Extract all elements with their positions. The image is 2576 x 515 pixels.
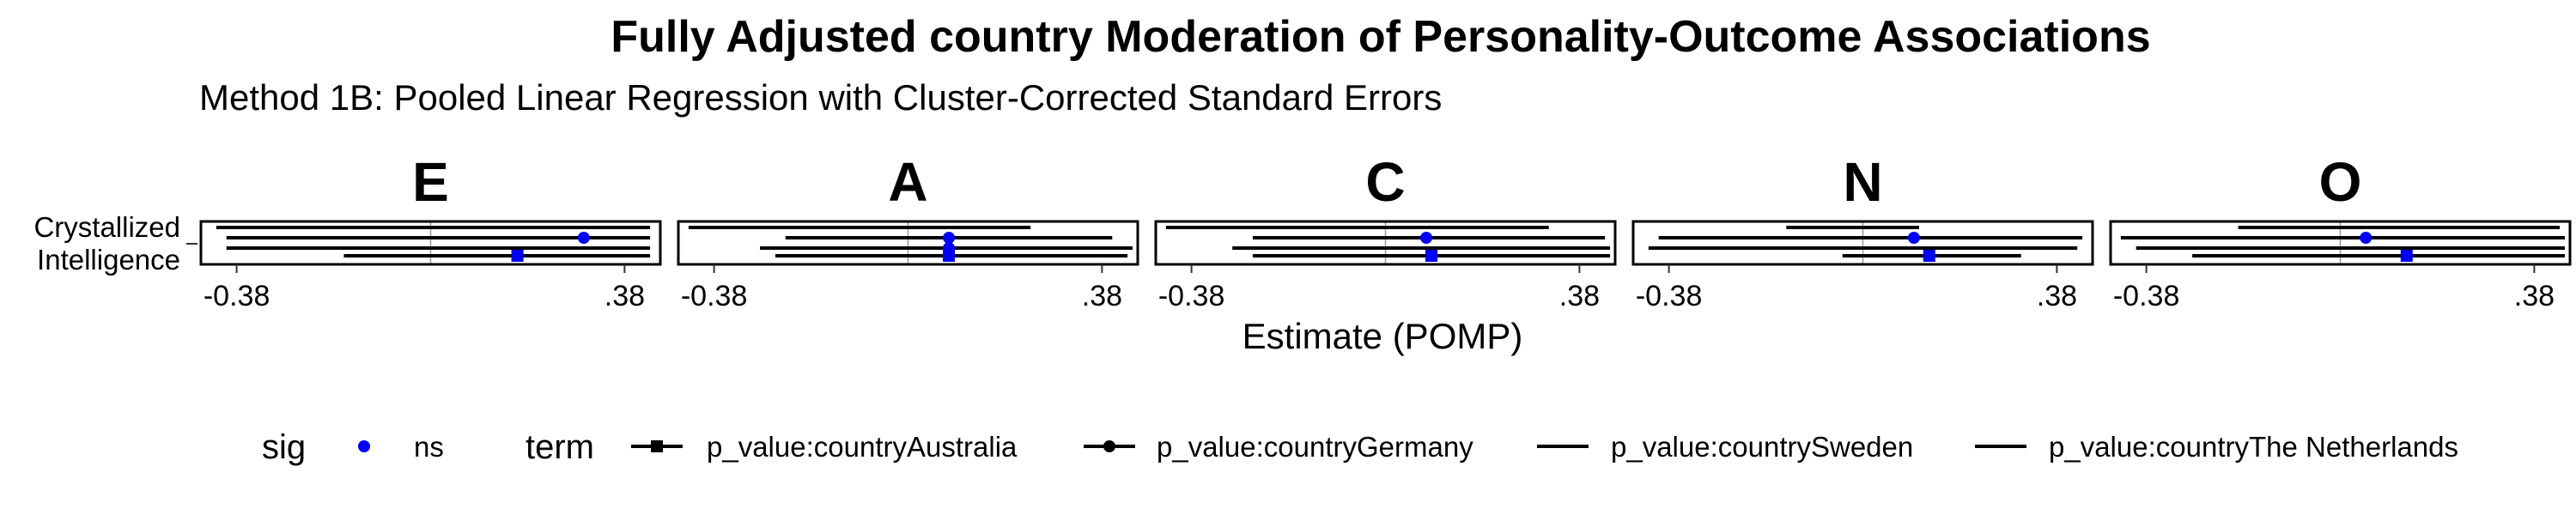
estimate-point-germany	[943, 232, 956, 244]
estimate-point-australia	[1923, 250, 1935, 262]
chart-title: Fully Adjusted country Moderation of Per…	[611, 12, 2150, 62]
legend-label-sweden: p_value:countrySweden	[1611, 431, 1913, 463]
legend-key-ns	[358, 440, 370, 452]
estimate-point-australia	[2400, 250, 2413, 262]
x-tick-label: -0.38	[681, 280, 748, 312]
panel-border	[1631, 220, 2094, 266]
legend-sig-title: sig	[262, 428, 306, 466]
x-tick-label: -0.38	[204, 280, 270, 312]
facet-panel-e: E -0.38 .38	[199, 151, 662, 312]
x-tick-label: -0.38	[2113, 280, 2180, 312]
legend-label-germany: p_value:countryGermany	[1157, 431, 1473, 463]
chart-subtitle: Method 1B: Pooled Linear Regression with…	[199, 77, 1442, 118]
x-tick-label: -0.38	[1636, 280, 1703, 312]
estimate-point-germany	[1907, 232, 1920, 244]
facet-strip-label: N	[1843, 151, 1882, 213]
facet-strip-label: O	[2319, 151, 2362, 213]
x-tick-label: .38	[1559, 280, 1600, 312]
x-tick-label: .38	[2037, 280, 2077, 312]
legend-label-australia: p_value:countryAustralia	[707, 431, 1018, 463]
x-tick-label: .38	[1082, 280, 1122, 312]
panel-border	[199, 220, 662, 266]
x-tick-label: -0.38	[1158, 280, 1225, 312]
x-axis-label: Estimate (POMP)	[1242, 316, 1523, 356]
legend-key-circle	[1103, 440, 1115, 452]
x-tick-label: .38	[2514, 280, 2555, 312]
legend: sig ns term p_value:countryAustralia p_value…	[262, 428, 2458, 466]
facet-panel-a: A -0.38 .38	[677, 151, 1139, 312]
estimate-point-australia	[1425, 250, 1437, 262]
estimate-point-germany	[2360, 232, 2372, 244]
estimate-point-germany	[577, 232, 590, 244]
facet-strip-label: E	[412, 151, 449, 213]
facet-panel-c: C -0.38 .38	[1154, 151, 1617, 312]
estimate-point-germany	[1420, 232, 1433, 244]
facet-panel-o: O -0.38 .38	[2109, 151, 2572, 312]
legend-key-square	[651, 440, 663, 452]
y-label-line-2: Intelligence	[37, 244, 180, 276]
legend-label-netherlands: p_value:countryThe Netherlands	[2049, 431, 2458, 463]
estimate-point-australia	[511, 250, 524, 262]
estimate-point-australia	[943, 250, 956, 262]
y-label-line-1: Crystallized	[33, 211, 180, 243]
x-tick-label: .38	[605, 280, 645, 312]
facet-strip-label: C	[1365, 151, 1405, 213]
facet-strip-label: A	[888, 151, 927, 213]
facet-panels: E -0.38 .38 A -0.38 .38 C -0.38 .38 N -0.38 .38 O -0.…	[199, 151, 2572, 312]
panel-border	[2109, 220, 2572, 266]
legend-term-title: term	[526, 428, 594, 466]
legend-label-ns: ns	[414, 431, 444, 463]
panel-border	[1154, 220, 1617, 266]
panel-border	[677, 220, 1139, 266]
facet-panel-n: N -0.38 .38	[1631, 151, 2094, 312]
